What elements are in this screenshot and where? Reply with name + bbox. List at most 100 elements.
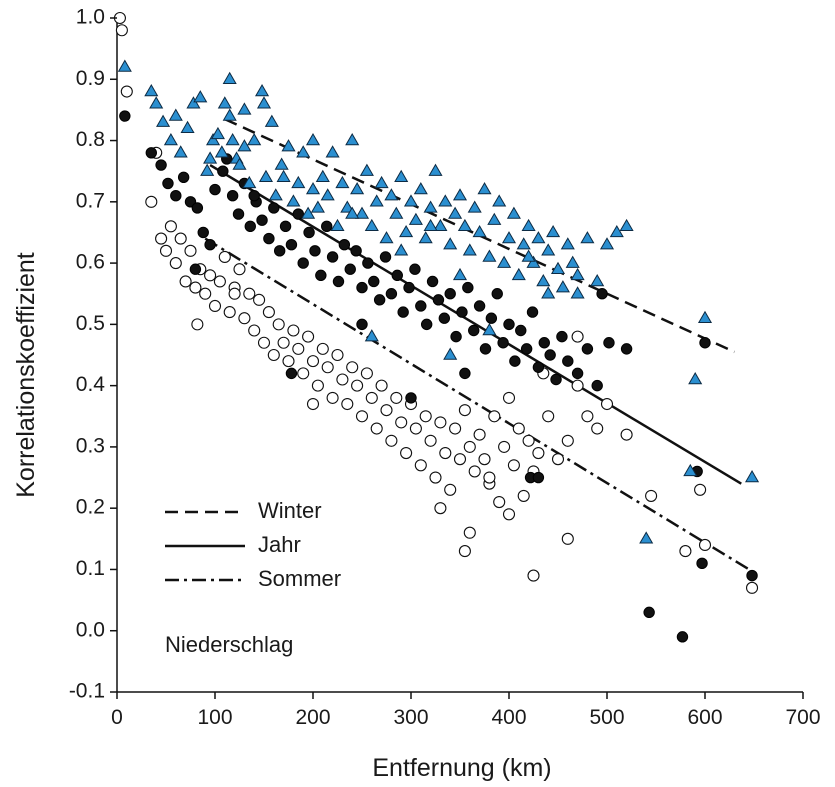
point-jahr xyxy=(232,208,245,220)
y-tick-label: 0.7 xyxy=(76,189,105,212)
point-winter xyxy=(590,273,605,287)
point-winter xyxy=(200,163,215,176)
point-winter xyxy=(399,224,414,238)
point-sommer xyxy=(248,324,261,337)
point-sommer xyxy=(213,275,226,288)
y-tick-label: 0.2 xyxy=(76,496,105,519)
point-jahr xyxy=(415,300,427,312)
point-winter xyxy=(256,96,272,109)
point-jahr xyxy=(162,177,174,190)
y-axis-ticks: -0.1 0.0 0.1 0.2 0.3 0.4 0.5 0.6 0.7 0.8 0.9 1.0 xyxy=(69,6,117,703)
point-winter xyxy=(428,163,443,176)
point-winter xyxy=(237,139,252,152)
point-winter xyxy=(186,96,201,109)
point-sommer xyxy=(561,434,574,447)
point-sommer xyxy=(370,422,383,435)
point-winter xyxy=(462,243,477,256)
y-tick-label: 0.6 xyxy=(76,251,105,274)
point-winter xyxy=(281,139,296,152)
point-jahr xyxy=(532,471,545,484)
point-jahr xyxy=(544,349,556,361)
point-winter xyxy=(350,182,365,195)
point-jahr xyxy=(350,245,362,257)
point-winter xyxy=(369,194,384,207)
point-sommer xyxy=(306,355,320,368)
point-jahr xyxy=(356,281,368,294)
y-tick-label: 0.9 xyxy=(76,67,105,90)
x-tick-label: 200 xyxy=(295,706,330,729)
point-jahr xyxy=(189,263,202,275)
x-tick-label: 500 xyxy=(589,706,624,729)
point-sommer xyxy=(253,293,266,306)
point-winter xyxy=(448,206,463,219)
point-sommer xyxy=(473,428,486,441)
point-sommer xyxy=(414,459,427,472)
point-winter xyxy=(580,231,595,244)
point-sommer xyxy=(257,336,271,349)
point-sommer xyxy=(502,391,516,404)
point-winter xyxy=(443,347,458,360)
point-sommer xyxy=(204,269,217,282)
point-sommer xyxy=(390,391,403,404)
point-jahr xyxy=(338,239,351,251)
point-jahr xyxy=(248,189,260,202)
point-jahr xyxy=(226,189,239,202)
point-winter xyxy=(364,329,379,342)
point-jahr xyxy=(497,337,509,349)
point-winter xyxy=(268,188,283,201)
point-sommer xyxy=(463,440,476,453)
point-winter xyxy=(163,133,178,146)
point-jahr xyxy=(292,208,304,220)
point-winter xyxy=(117,59,132,72)
point-winter xyxy=(242,175,257,189)
point-sommer xyxy=(493,496,506,509)
point-jahr xyxy=(479,343,492,355)
point-winter xyxy=(320,188,335,201)
point-jahr xyxy=(532,361,545,373)
x-tick-label: 100 xyxy=(197,706,232,729)
point-winter xyxy=(482,249,497,262)
point-jahr xyxy=(379,251,392,263)
point-jahr xyxy=(520,343,533,355)
y-tick-label: 1.0 xyxy=(76,6,105,29)
point-jahr xyxy=(285,239,298,251)
point-winter xyxy=(206,133,221,146)
point-winter xyxy=(247,133,262,146)
point-winter xyxy=(516,237,531,250)
point-winter xyxy=(609,224,624,238)
y-tick-label: -0.1 xyxy=(69,680,105,703)
point-sommer xyxy=(395,416,408,429)
point-sommer xyxy=(444,483,457,496)
point-winter xyxy=(423,200,438,213)
point-winter xyxy=(541,286,556,299)
point-winter xyxy=(521,218,536,232)
point-winter xyxy=(570,286,585,299)
point-jahr xyxy=(285,367,298,380)
point-winter xyxy=(156,114,171,127)
point-jahr xyxy=(204,239,216,251)
point-sommer xyxy=(458,404,471,417)
point-jahr xyxy=(550,373,562,386)
point-sommer xyxy=(208,299,222,313)
point-winter xyxy=(305,182,321,195)
point-jahr xyxy=(303,226,315,239)
y-axis-title: Korrelationskoeffizient xyxy=(12,252,40,498)
point-jahr xyxy=(509,355,521,367)
point-sommer xyxy=(297,367,310,380)
point-jahr xyxy=(426,275,439,288)
series-jahr xyxy=(119,110,758,643)
point-sommer xyxy=(517,489,530,502)
point-sommer xyxy=(155,232,168,245)
point-winter xyxy=(526,255,541,268)
point-winter xyxy=(443,237,458,250)
point-sommer xyxy=(380,404,393,417)
point-jahr xyxy=(385,288,398,300)
point-sommer xyxy=(282,355,295,368)
point-jahr xyxy=(391,269,403,282)
point-sommer xyxy=(169,257,182,270)
point-sommer xyxy=(233,263,246,276)
point-sommer xyxy=(571,379,584,392)
point-winter xyxy=(467,200,482,213)
point-winter xyxy=(521,249,536,262)
